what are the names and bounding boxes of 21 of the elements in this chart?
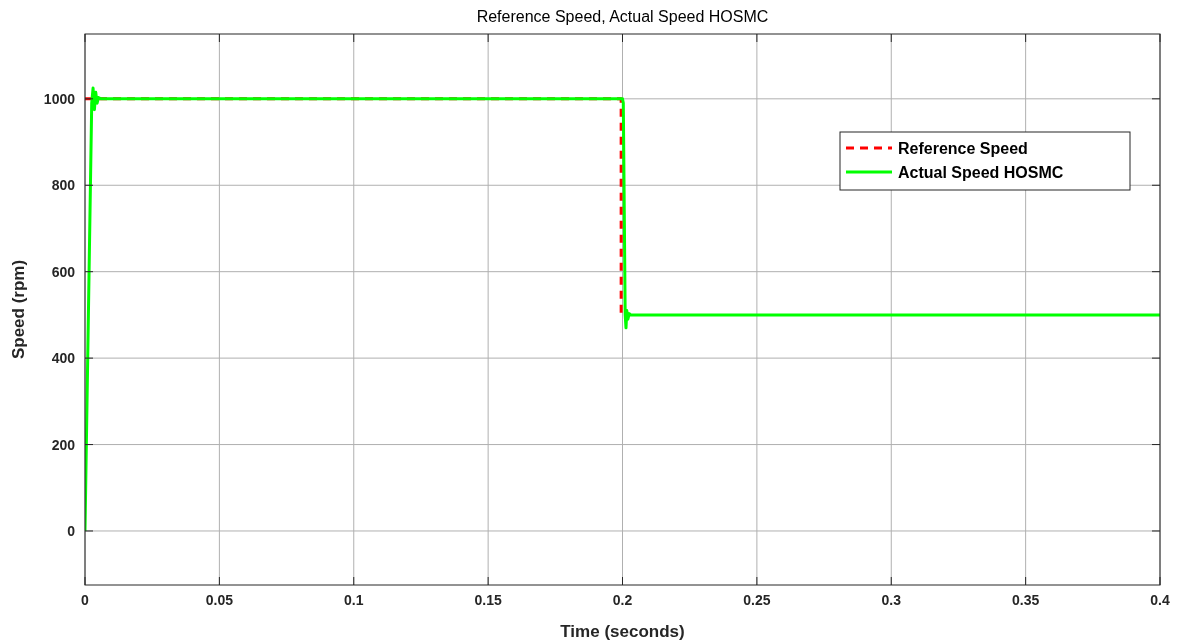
x-tick-label: 0.15 <box>474 592 502 608</box>
y-axis-title: Speed (rpm) <box>9 259 28 360</box>
y-tick-label: 800 <box>51 177 76 194</box>
line-series <box>85 86 1160 533</box>
x-tick-label: 0.3 <box>881 592 902 608</box>
x-tick-label: 0.05 <box>205 592 234 608</box>
legend-label: Actual Speed HOSMC <box>898 164 1064 181</box>
x-tick-label: 0.35 <box>1012 592 1040 608</box>
chart-title: Reference Speed, Actual Speed HOSMC <box>476 8 769 25</box>
x-tick-label: 0.2 <box>612 592 633 608</box>
x-tick-label: 0.4 <box>1150 592 1170 608</box>
y-tick-label: 0 <box>67 522 76 539</box>
x-tick-label: 0.25 <box>743 592 771 608</box>
x-tick-label: 0 <box>81 592 90 608</box>
y-tick-label: 600 <box>51 263 76 280</box>
y-tick-label: 200 <box>51 436 76 453</box>
x-tick-label: 0.1 <box>344 592 364 608</box>
y-tick-label: 400 <box>51 350 76 367</box>
legend-label: Reference Speed <box>898 140 1028 157</box>
x-axis-title: Time (seconds) <box>560 622 685 641</box>
y-tick-label: 1000 <box>43 90 76 107</box>
